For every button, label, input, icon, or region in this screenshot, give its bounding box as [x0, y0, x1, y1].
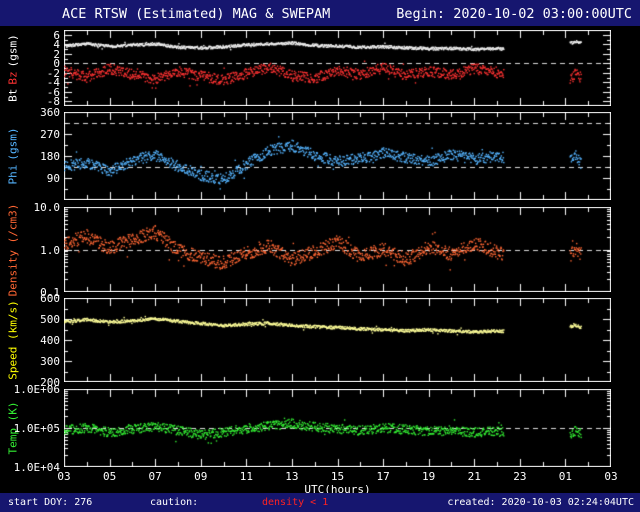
x-tick-label: 21	[467, 470, 481, 483]
y-tick-label: 10.0	[33, 201, 61, 214]
x-tick-label: 11	[239, 470, 253, 483]
speed-canvas	[64, 298, 611, 382]
x-tick-label: 05	[102, 470, 117, 483]
panel-mag	[64, 30, 611, 106]
y-tick-label: 2	[53, 47, 60, 61]
y-tick-label: 4	[53, 38, 60, 52]
x-tick-label: 23	[513, 470, 527, 483]
y-tick-label: 1.0E+04	[13, 461, 60, 474]
x-tick-label: 13	[285, 470, 299, 483]
y-tick-label: 500	[40, 313, 60, 326]
panel-speed	[64, 298, 611, 382]
y-tick-label: -8	[46, 95, 60, 109]
y-tick-label: 1.0	[40, 243, 60, 257]
panel-density	[64, 207, 611, 292]
created-timestamp: created: 2020-10-03 02:24:04UTC	[447, 497, 634, 508]
x-tick-label: 17	[376, 470, 390, 483]
plot-title: ACE RTSW (Estimated) MAG & SWEPAM	[62, 6, 331, 22]
y-tick-label: 6	[53, 28, 60, 42]
temp-canvas	[64, 389, 611, 467]
x-tick-label: 15	[330, 470, 345, 483]
x-axis-title: UTC(hours)	[304, 483, 371, 496]
header-bar: ACE RTSW (Estimated) MAG & SWEPAM Begin:…	[0, 0, 640, 26]
caution-value: density < 1	[262, 497, 329, 508]
footer-bar: start DOY: 276 caution: density < 1 crea…	[0, 493, 640, 512]
y-tick-label: 200	[40, 376, 60, 389]
x-tick-label: 03	[604, 470, 618, 483]
caution-label: caution:	[150, 497, 199, 508]
y-tick-label: 300	[40, 355, 60, 368]
start-doy-label: start DOY: 276	[8, 497, 93, 508]
y-tick-label: 180	[40, 150, 60, 163]
x-tick-label: 01	[558, 470, 573, 483]
y-tick-label: 1.0E+06	[13, 383, 60, 396]
y-tick-label: 360	[40, 106, 60, 119]
begin-timestamp: Begin: 2020-10-02 03:00:00UTC	[396, 6, 632, 22]
y-tick-label: 1.0E+05	[13, 422, 60, 435]
density-canvas	[64, 207, 611, 292]
y-tick-label: 400	[40, 334, 60, 347]
mag-canvas	[64, 30, 611, 106]
y-tick-label: -4	[46, 76, 60, 90]
y-tick-label: 0.1	[40, 286, 60, 299]
y-tick-label: -2	[46, 66, 60, 80]
x-tick-label: 19	[422, 470, 436, 483]
x-tick-label: 07	[148, 470, 162, 483]
panel-phi	[64, 112, 611, 200]
x-tick-label: 03	[57, 470, 71, 483]
y-tick-label: 0	[53, 57, 60, 71]
x-tick-label: 09	[194, 470, 208, 483]
phi-canvas	[64, 112, 611, 200]
y-tick-label: -6	[46, 85, 60, 99]
y-tick-label: 90	[46, 172, 60, 185]
y-tick-label: 270	[40, 128, 60, 141]
y-tick-label: 600	[40, 292, 60, 305]
panel-temp	[64, 389, 611, 467]
